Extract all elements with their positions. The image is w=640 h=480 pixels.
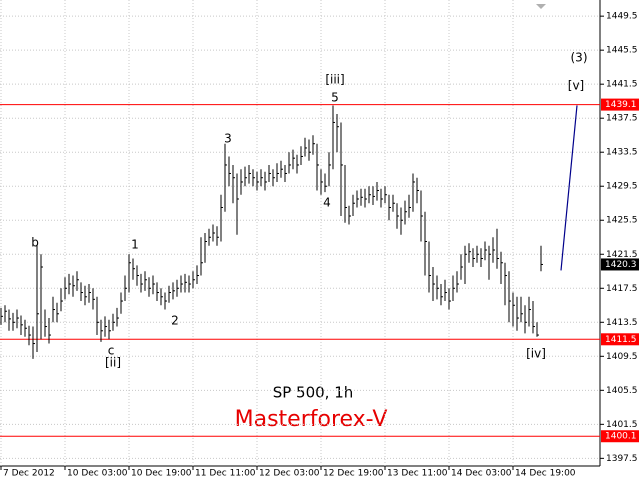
x-tick-label: 10 Dec 03:00 [67,469,128,479]
price-label: 1420.3 [605,260,637,270]
level-badge [601,430,639,443]
y-tick-label: 1445.5 [606,46,638,56]
chart-title: SP 500, 1h [273,384,354,402]
level-badge [601,333,639,346]
wave-label: [ii] [105,356,121,370]
scroll-marker [536,4,546,9]
y-tick-label: 1401.5 [606,420,638,430]
y-tick-label: 1413.5 [606,318,638,328]
y-tick-label: 1397.5 [606,454,638,464]
y-tick-label: 1409.5 [606,352,638,362]
level-label: 1439.1 [605,100,637,110]
x-tick-label: 12 Dec 03:00 [259,469,320,479]
level-badge [601,98,639,111]
wave-label: 3 [224,132,232,146]
wave-label: 5 [331,91,339,105]
wave-label: 4 [323,196,331,210]
projection-line [560,105,578,271]
y-tick-label: 1417.5 [606,284,638,294]
y-tick-label: 1437.5 [606,114,638,124]
wave-label: 1 [131,238,139,252]
wave-label: c [108,344,115,358]
y-tick-label: 1425.5 [606,216,638,226]
wave-label: 2 [171,314,179,328]
y-tick-label: 1405.5 [606,386,638,396]
y-tick-label: 1429.5 [606,182,638,192]
y-tick-label: 1441.5 [606,80,638,90]
watermark: Masterforex-V [235,407,388,432]
x-tick-label: 11 Dec 11:00 [195,469,256,479]
level-label: 1400.1 [605,432,637,442]
x-tick-label: 13 Dec 11:00 [387,469,448,479]
x-tick-label: 10 Dec 19:00 [131,469,192,479]
y-tick-label: 1433.5 [606,148,638,158]
x-tick-label: 7 Dec 2012 [3,469,55,479]
wave-label: (3) [571,51,588,65]
y-tick-label: 1421.5 [606,250,638,260]
x-tick-label: 12 Dec 19:00 [323,469,384,479]
price-badge [601,258,639,271]
level-label: 1411.5 [605,335,637,345]
wave-label: [iii] [325,73,344,87]
y-tick-label: 1449.5 [606,12,638,22]
wave-label: [v] [568,79,584,93]
x-tick-label: 14 Dec 19:00 [515,469,576,479]
wave-label: [iv] [526,347,546,361]
x-tick-label: 14 Dec 03:00 [451,469,512,479]
wave-label: b [31,236,39,250]
